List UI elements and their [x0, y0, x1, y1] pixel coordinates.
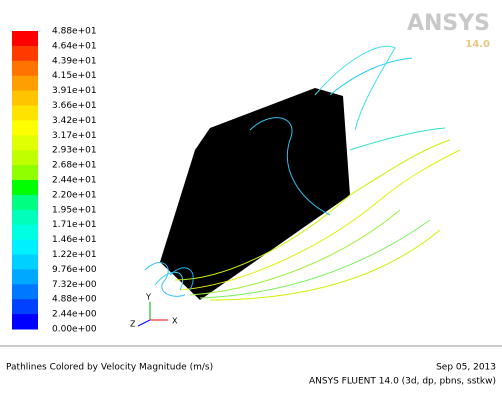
color-swatch	[12, 225, 38, 240]
x-label: X	[172, 317, 178, 326]
color-swatch	[12, 255, 38, 270]
color-swatch	[12, 91, 38, 106]
color-swatch	[12, 61, 38, 76]
page: {"logo": {"brand": "ANSYS", "version": "…	[0, 0, 502, 391]
color-swatch	[12, 195, 38, 210]
color-swatch	[12, 299, 38, 314]
color-swatch	[12, 31, 38, 46]
color-swatch	[12, 120, 38, 135]
colorbar-label: 1.95e+01	[52, 205, 97, 215]
color-swatch	[12, 135, 38, 150]
logo-version: 14.0	[465, 39, 490, 50]
colorbar-label: 1.22e+01	[52, 250, 97, 260]
colorbar-label: 2.20e+01	[52, 190, 97, 200]
colorbar-label: 4.88e+00	[52, 295, 97, 305]
colorbar-label: 4.64e+01	[52, 41, 97, 51]
viewport: ANSYS 14.0 4.88e+01 4.64e+01 4.39e+01 4.15e…	[0, 0, 502, 391]
z-label: Z	[130, 320, 136, 329]
colorbar-label: 3.66e+01	[52, 101, 97, 111]
colorbar-label: 2.93e+01	[52, 146, 97, 156]
colorbar-label: 4.88e+01	[52, 27, 97, 37]
color-swatch	[12, 46, 38, 61]
colorbar-label: 3.42e+01	[52, 116, 97, 126]
colorbar-label: 9.76e+00	[52, 265, 97, 275]
color-swatch	[12, 106, 38, 121]
colorbar-label: 0.00e+00	[52, 325, 97, 335]
color-swatch	[12, 180, 38, 195]
colorbar-label: 7.32e+00	[52, 280, 97, 290]
colorbar-label: 3.91e+01	[52, 86, 97, 96]
colorbar-label: 2.68e+01	[52, 161, 97, 171]
colorbar-label: 2.44e+01	[52, 176, 97, 186]
footer-date: Sep 05, 2013	[436, 363, 496, 373]
color-swatch	[12, 284, 38, 299]
colorbar-label: 2.44e+00	[52, 310, 97, 320]
colorbar: 4.88e+01 4.64e+01 4.39e+01 4.15e+01 3.91e+01…	[12, 27, 97, 335]
logo-brand: ANSYS	[407, 11, 490, 36]
y-label: Y	[145, 293, 151, 302]
color-swatch	[12, 76, 38, 91]
color-swatch	[12, 165, 38, 180]
colorbar-label: 3.17e+01	[52, 131, 97, 141]
footer-title: Pathlines Colored by Velocity Magnitude …	[6, 363, 213, 373]
colorbar-label: 4.15e+01	[52, 71, 97, 81]
color-swatch	[12, 269, 38, 284]
color-swatch	[12, 150, 38, 165]
color-swatch	[12, 240, 38, 255]
color-swatch	[12, 314, 38, 329]
colorbar-label: 1.46e+01	[52, 235, 97, 245]
colorbar-label: 1.71e+01	[52, 220, 97, 230]
color-swatch	[12, 210, 38, 225]
footer-solver: ANSYS FLUENT 14.0 (3d, dp, pbns, sstkw)	[309, 377, 496, 387]
colorbar-label: 4.39e+01	[52, 56, 97, 66]
